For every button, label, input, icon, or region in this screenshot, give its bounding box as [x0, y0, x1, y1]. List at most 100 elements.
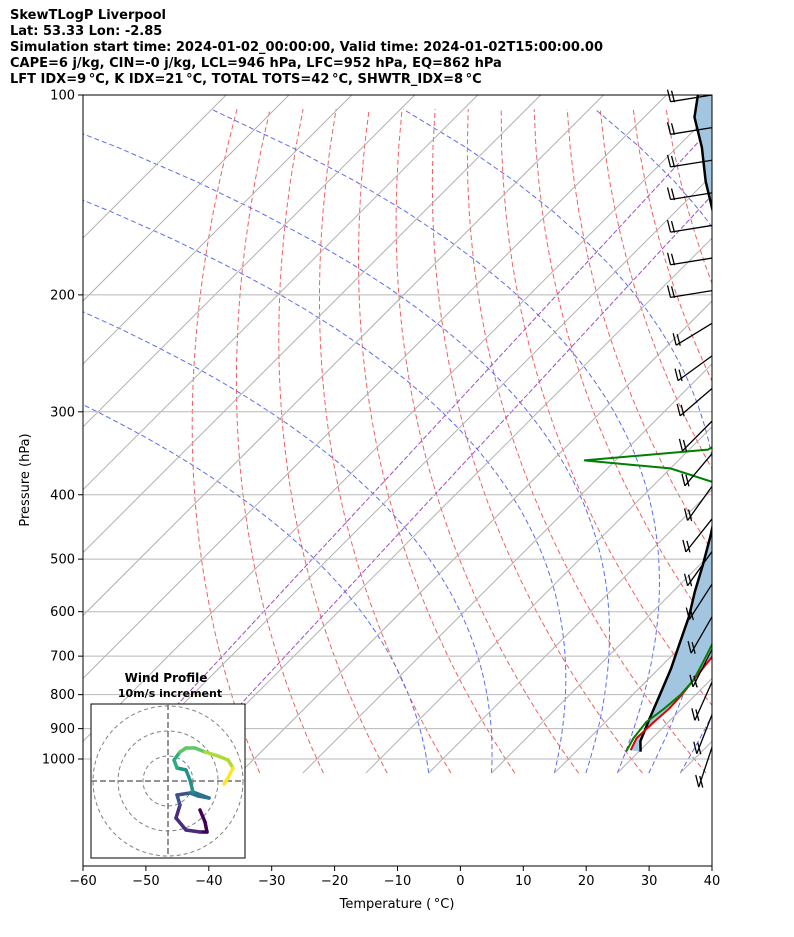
x-tick-label: −20 [321, 874, 348, 889]
wind-barb [695, 747, 713, 788]
x-axis-label: Temperature ( °C) [339, 897, 455, 912]
hodograph-segment [184, 828, 202, 834]
moist-adiabat [83, 311, 493, 774]
isotherm-line [83, 95, 416, 428]
y-tick-label: 200 [50, 288, 75, 303]
mixing-ratio-line [176, 194, 712, 774]
hodograph-segment [193, 746, 207, 754]
isotherm-line [554, 614, 712, 774]
chart-title: SkewTLogP Liverpool [10, 8, 166, 23]
isotherm-line [428, 488, 712, 774]
wind-barb [676, 388, 713, 417]
dry-adiabat [533, 109, 712, 631]
y-tick-label: 400 [50, 488, 75, 503]
x-tick-label: −40 [195, 874, 222, 889]
wind-barb [683, 485, 713, 522]
isotherm-line [176, 237, 712, 774]
wind-barb [683, 551, 713, 587]
isotherm-line [83, 95, 604, 617]
dry-adiabat [395, 109, 580, 774]
background-lines [83, 95, 794, 774]
dry-adiabat [357, 109, 516, 774]
isotherm-line [239, 300, 712, 774]
mixing-ratio-line [113, 126, 712, 774]
y-tick-label: 1000 [42, 753, 75, 768]
moist-adiabat [402, 108, 712, 774]
y-tick-label: 800 [50, 688, 75, 703]
y-axis-ticks: 100 200 300 400 500 600 700 800 900 1000 [42, 89, 83, 768]
moist-adiabat [83, 133, 611, 774]
dry-adiabat [319, 109, 452, 774]
dry-adiabat [278, 109, 388, 774]
dry-adiabat [698, 108, 712, 168]
wind-barb [666, 89, 713, 103]
dry-adiabat [431, 109, 643, 774]
x-tick-label: 40 [704, 874, 721, 889]
hodograph-segment [222, 776, 230, 786]
moist-adiabat [83, 199, 567, 774]
wind-barb [682, 518, 713, 553]
wind-barb [674, 355, 713, 382]
wind-barb [666, 122, 713, 135]
wind-barb [666, 187, 713, 201]
x-tick-label: 0 [456, 874, 464, 889]
isotherm-line [491, 551, 712, 774]
profile-lines [584, 95, 712, 753]
y-tick-label: 500 [50, 553, 75, 568]
hodograph-segment [216, 754, 230, 762]
x-tick-label: −30 [258, 874, 285, 889]
isotherm-line [83, 95, 290, 302]
wind-barb [666, 219, 713, 233]
x-tick-label: −10 [384, 874, 411, 889]
y-tick-label: 600 [50, 605, 75, 620]
index-line: LFT IDX=9 °C, K IDX=21 °C, TOTAL TOTS=42… [10, 72, 482, 87]
time-line: Simulation start time: 2024-01-02_00:00:… [10, 40, 603, 55]
wind-barb [666, 285, 713, 299]
y-tick-label: 300 [50, 405, 75, 420]
hodograph-segment [191, 790, 211, 800]
isotherm-line [83, 95, 227, 239]
pressure-grid [83, 95, 712, 760]
dry-adiabat [632, 109, 712, 383]
dry-adiabat [566, 109, 712, 552]
hodograph-segment [174, 803, 182, 820]
isotherm-line [302, 363, 712, 774]
wind-barb [678, 420, 713, 452]
x-tick-label: 30 [641, 874, 658, 889]
x-tick-label: 10 [515, 874, 532, 889]
isotherm-line [743, 95, 794, 773]
isotherm-line [113, 174, 712, 774]
isotherm-line [83, 95, 541, 554]
location-line: Lat: 53.33 Lon: -2.85 [10, 24, 163, 39]
hodograph-segment [203, 750, 220, 758]
hodograph-subtitle: 10m/s increment [118, 687, 222, 700]
wind-barb [693, 714, 713, 755]
hodograph-grid [91, 704, 245, 858]
wind-barbs [666, 89, 713, 788]
hodograph-title: Wind Profile [125, 671, 208, 685]
isotherm-line [83, 95, 479, 491]
wind-barb [691, 681, 713, 722]
isotherm-line [365, 426, 712, 774]
isotherm-line [616, 677, 712, 774]
y-tick-label: 100 [50, 89, 75, 104]
moist-adiabat [711, 771, 712, 774]
hodograph-segment [188, 778, 195, 794]
wind-barb [687, 616, 713, 654]
chart-header: SkewTLogP Liverpool Lat: 53.33 Lon: -2.8… [10, 8, 603, 88]
wind-barb [666, 252, 713, 266]
isotherm-line [83, 111, 712, 743]
x-tick-label: −60 [69, 874, 96, 889]
cape-line: CAPE=6 j/kg, CIN=-0 j/kg, LCL=946 hPa, L… [10, 56, 502, 71]
wind-barb [672, 322, 713, 346]
x-axis-ticks: −60 −50 −40 −30 −20 −10 0 10 20 30 40 [69, 866, 720, 889]
isotherm-line [83, 95, 353, 365]
moist-adiabat [743, 109, 794, 773]
y-tick-label: 700 [50, 650, 75, 665]
dry-adiabat [235, 108, 324, 774]
hodograph-segment [198, 808, 207, 824]
wind-barb [685, 583, 713, 621]
y-tick-label: 900 [50, 722, 75, 737]
hodograph-segment [226, 766, 235, 780]
